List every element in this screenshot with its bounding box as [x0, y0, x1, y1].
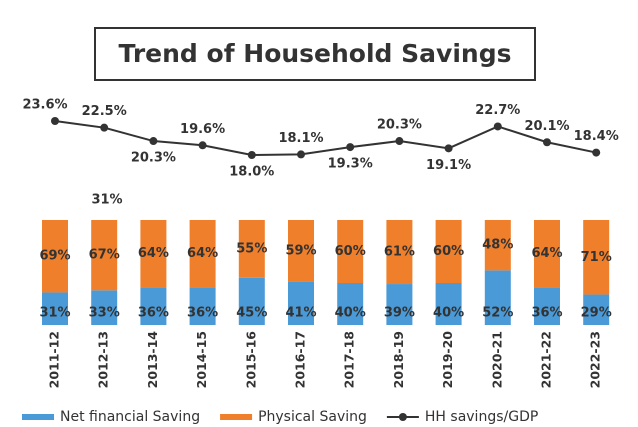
bar-segment [435, 283, 462, 325]
line-label: 18.4% [574, 129, 619, 144]
x-tick-label: 2021-22 [539, 331, 554, 388]
x-tick-label: 2011-12 [47, 331, 62, 388]
x-tick-label: 2022-23 [588, 331, 603, 388]
bar-segment [91, 290, 118, 325]
line-label: 19.3% [328, 157, 373, 172]
bar-segment [42, 292, 68, 325]
data-label: 40% [335, 306, 366, 321]
legend-label: Physical Saving [258, 409, 367, 425]
bar-segment [288, 220, 314, 282]
data-label: 29% [581, 306, 612, 321]
data-label: 45% [236, 306, 267, 321]
legend-label: HH savings/GDP [425, 409, 538, 425]
data-label: 48% [482, 238, 513, 253]
line-point [247, 151, 256, 159]
line-point [346, 143, 355, 152]
line-label: 18.0% [229, 165, 274, 180]
bar-segment [337, 220, 364, 283]
line-point [100, 123, 109, 132]
data-label: 69% [39, 249, 70, 264]
bar-segment [189, 220, 216, 288]
data-label: 33% [89, 306, 120, 321]
bar-segment [484, 270, 511, 325]
data-label: 40% [433, 306, 464, 321]
bar-segment [140, 220, 167, 288]
annotation: 31% [91, 193, 122, 208]
chart-title: Trend of Household Savings [119, 39, 512, 68]
legend-swatch [220, 414, 253, 420]
line-label: 20.3% [131, 151, 176, 166]
data-label: 55% [236, 241, 267, 256]
bar-segment [337, 283, 364, 325]
line-point [297, 150, 305, 159]
data-label: 64% [531, 246, 562, 261]
line-point [444, 144, 453, 153]
bar-segment [238, 277, 265, 325]
line-point [198, 141, 207, 150]
bar-segment [238, 220, 265, 278]
data-label: 59% [285, 243, 316, 258]
line-point [543, 138, 551, 147]
data-label: 36% [531, 306, 562, 321]
data-label: 67% [89, 248, 120, 263]
legend-swatch [22, 414, 54, 420]
legend-label: Net financial Saving [60, 409, 200, 425]
bar-segment [288, 281, 314, 325]
bar-segment [484, 220, 511, 271]
line-point [592, 148, 601, 157]
line-label: 20.3% [377, 118, 422, 133]
x-tick-label: 2016-17 [293, 331, 308, 388]
bar-segment [534, 220, 560, 288]
bar-segment [583, 294, 610, 325]
data-label: 71% [581, 250, 612, 265]
bar-segment [42, 220, 68, 293]
data-label: 36% [187, 306, 218, 321]
x-tick-label: 2015-16 [243, 331, 258, 389]
line-label: 23.6% [22, 98, 67, 113]
bar-segment [91, 220, 118, 291]
title-box [94, 27, 536, 81]
line-point [395, 137, 404, 146]
bar-segment [435, 220, 462, 283]
line-label: 19.6% [180, 122, 225, 137]
data-label: 60% [335, 244, 366, 259]
data-label: 39% [384, 306, 415, 321]
x-tick-label: 2012-13 [96, 331, 111, 388]
data-label: 41% [285, 306, 316, 321]
bar-segment [386, 220, 413, 285]
x-tick-label: 2019-20 [440, 331, 455, 389]
data-label: 64% [187, 246, 218, 261]
data-label: 36% [138, 306, 169, 321]
legend-marker [398, 413, 407, 421]
line-point [51, 117, 59, 125]
line-label: 18.1% [278, 131, 323, 146]
bar-segment [386, 284, 413, 325]
line [54, 120, 597, 157]
bar-segment [140, 287, 167, 325]
line-label: 22.7% [475, 103, 520, 118]
bar-segment [583, 220, 610, 295]
data-label: 31% [39, 306, 70, 321]
data-label: 52% [482, 306, 513, 321]
x-tick-label: 2017-18 [342, 331, 357, 388]
x-tick-label: 2020-21 [489, 331, 504, 388]
x-tick-label: 2014-15 [194, 331, 209, 388]
x-tick-label: 2018-19 [391, 331, 406, 388]
data-label: 61% [384, 245, 415, 260]
bar-segment [534, 287, 560, 325]
line-label: 22.5% [82, 104, 127, 119]
data-label: 64% [138, 246, 169, 261]
line-label: 19.1% [426, 158, 471, 173]
line-point [149, 137, 158, 146]
data-label: 60% [433, 244, 464, 259]
bar-segment [189, 287, 216, 325]
line-label: 20.1% [524, 119, 569, 134]
line-point [493, 122, 502, 131]
x-tick-label: 2013-14 [145, 331, 160, 389]
